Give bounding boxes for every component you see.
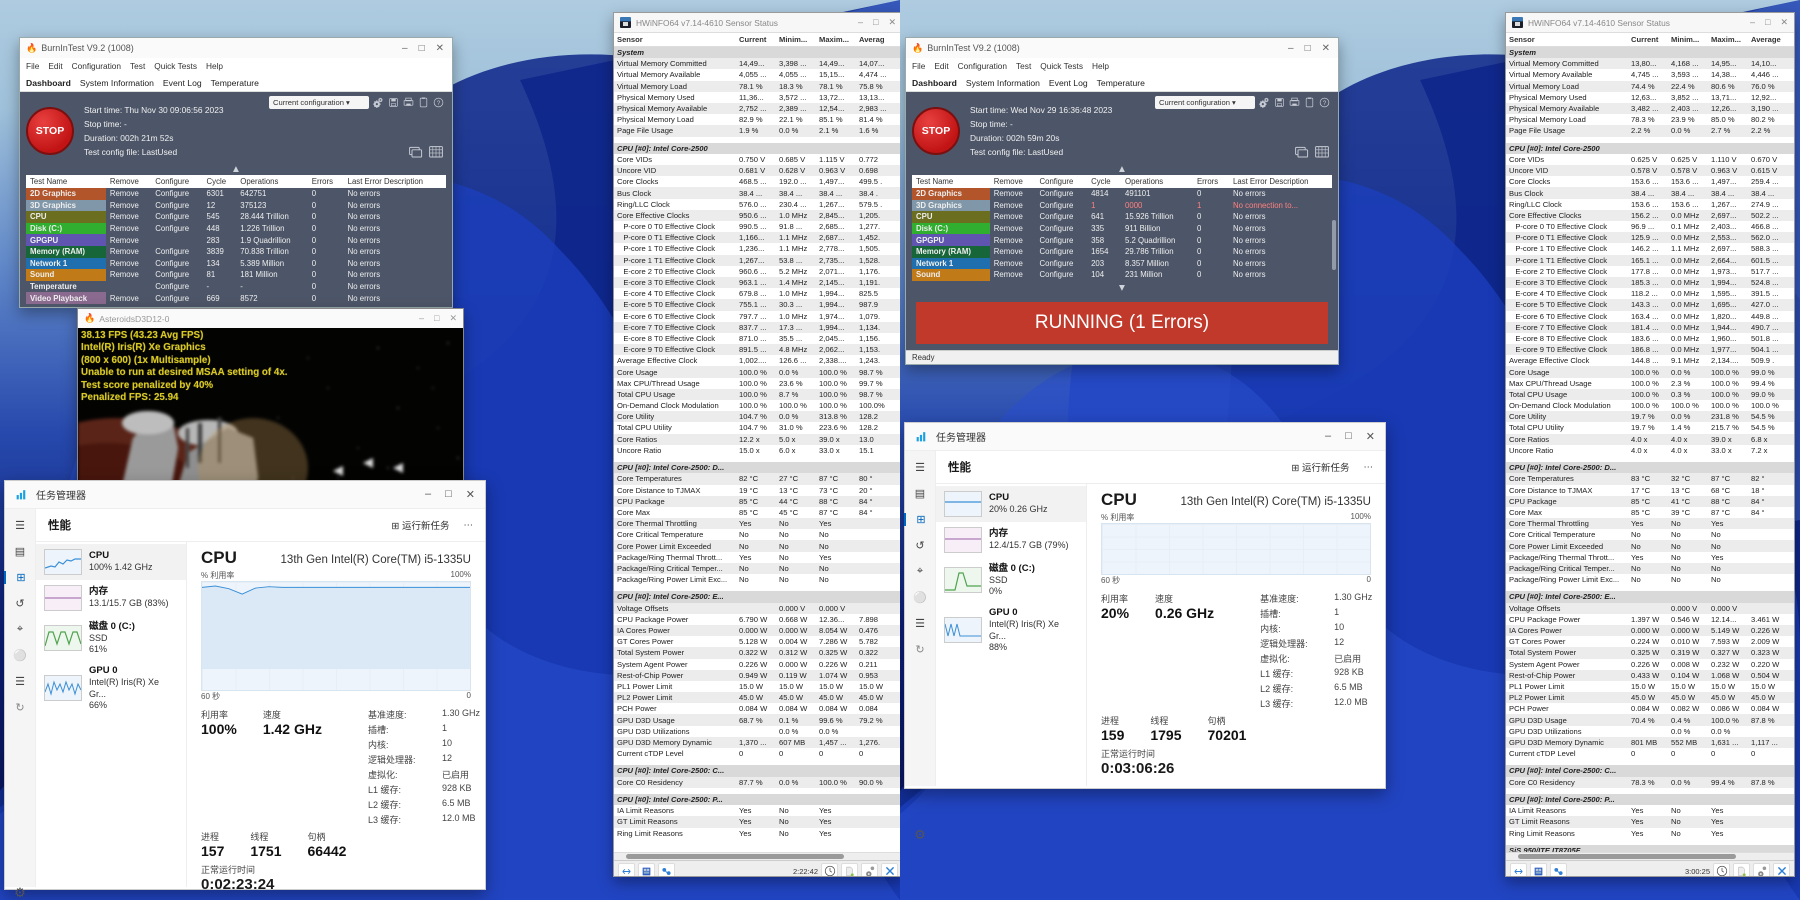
svg-text:?: ? xyxy=(437,101,441,107)
svg-text:?: ? xyxy=(1323,101,1327,107)
